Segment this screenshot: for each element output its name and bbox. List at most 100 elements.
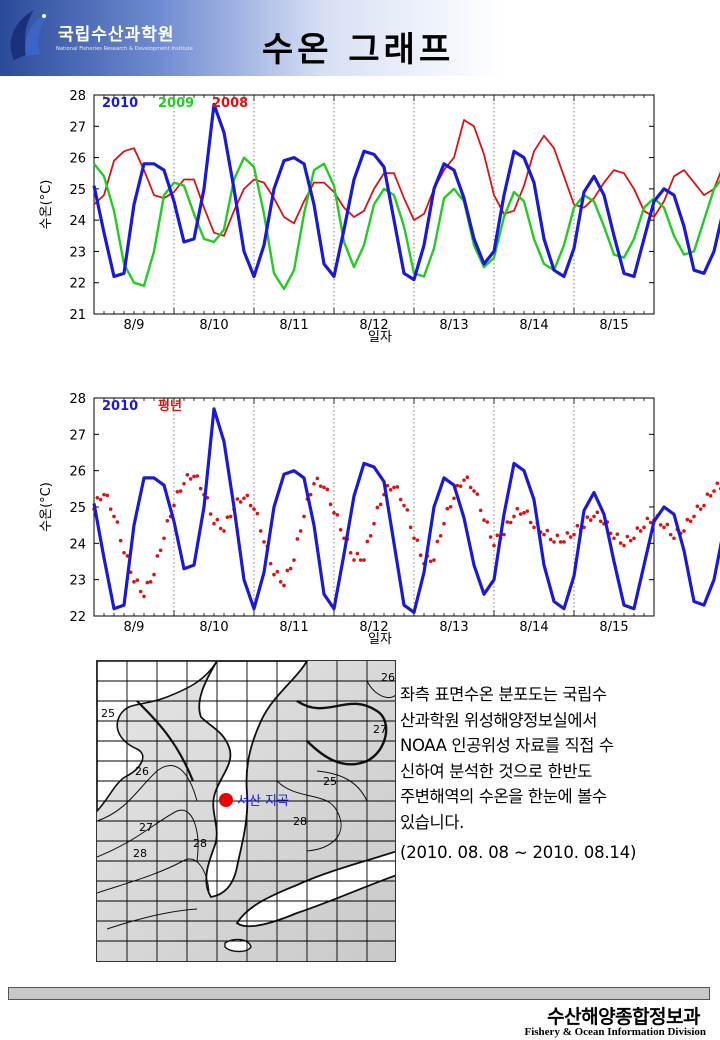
data-point bbox=[188, 477, 193, 481]
lat-lon-grid bbox=[97, 661, 395, 961]
data-point bbox=[165, 519, 170, 523]
data-point bbox=[185, 472, 190, 477]
data-point bbox=[568, 535, 573, 539]
x-tick-label: 8/12 bbox=[359, 620, 388, 635]
data-point bbox=[558, 540, 563, 544]
contour-label: 27 bbox=[139, 821, 153, 834]
location-marker-icon bbox=[219, 793, 233, 807]
data-point bbox=[352, 558, 356, 562]
data-point bbox=[258, 529, 263, 533]
y-tick-label: 25 bbox=[69, 501, 86, 516]
data-point bbox=[682, 529, 686, 533]
data-point bbox=[595, 510, 600, 515]
data-point bbox=[548, 537, 553, 542]
data-point bbox=[475, 492, 480, 496]
data-point bbox=[512, 514, 516, 519]
y-tick-label: 23 bbox=[69, 574, 86, 589]
data-point bbox=[585, 515, 590, 519]
data-point bbox=[362, 558, 366, 562]
x-tick-label: 8/15 bbox=[599, 620, 628, 635]
y-tick-label: 23 bbox=[69, 245, 86, 260]
data-point bbox=[618, 541, 623, 545]
data-point bbox=[448, 504, 453, 509]
contour-label: 27 bbox=[373, 723, 387, 736]
x-tick-label: 8/11 bbox=[279, 318, 308, 333]
data-point bbox=[312, 481, 316, 486]
data-point bbox=[108, 507, 113, 511]
data-point bbox=[442, 521, 446, 526]
series-line-2010 bbox=[92, 102, 720, 282]
logo-title: 국립수산과학원 bbox=[58, 25, 175, 45]
y-axis-label: 수온(°C) bbox=[39, 482, 54, 532]
data-point bbox=[278, 580, 283, 584]
data-point bbox=[368, 534, 373, 538]
data-point bbox=[375, 505, 380, 510]
data-point bbox=[195, 474, 200, 478]
contour-label: 28 bbox=[293, 815, 307, 828]
data-point bbox=[338, 527, 343, 532]
data-point bbox=[332, 511, 336, 515]
data-point bbox=[405, 508, 410, 512]
data-point bbox=[692, 514, 696, 519]
contour-label: 28 bbox=[133, 847, 147, 860]
legend-entry: 2008 bbox=[212, 96, 248, 111]
data-point bbox=[522, 511, 526, 515]
x-tick-label: 8/13 bbox=[439, 620, 468, 635]
data-point bbox=[95, 495, 100, 500]
data-point bbox=[428, 559, 433, 564]
data-point bbox=[575, 523, 580, 528]
data-point bbox=[598, 519, 603, 524]
data-point bbox=[702, 503, 706, 508]
data-point bbox=[292, 558, 296, 562]
data-point bbox=[192, 474, 196, 479]
japan-landmass bbox=[235, 850, 395, 928]
data-point bbox=[242, 496, 246, 501]
data-point bbox=[245, 493, 250, 498]
contour-label: 26 bbox=[381, 671, 395, 684]
data-point bbox=[335, 512, 340, 517]
data-point bbox=[152, 572, 156, 577]
water-temp-chart-normal: 22 23 24 25 26 27 28 8/9 8/10 8/11 8/12 8/13 8/14 8/1… bbox=[39, 392, 720, 647]
data-point bbox=[248, 503, 253, 508]
data-point bbox=[412, 536, 416, 541]
map-description: 좌측 표면수온 분포도는 국립수 산과학원 위성해양정보실에서 NOAA 인공위… bbox=[400, 685, 614, 832]
data-point bbox=[365, 539, 370, 544]
data-point bbox=[238, 500, 243, 504]
x-tick-label: 8/9 bbox=[124, 318, 145, 333]
data-point bbox=[105, 493, 110, 498]
y-tick-label: 26 bbox=[69, 465, 86, 480]
data-point bbox=[298, 529, 303, 533]
data-point bbox=[272, 572, 276, 577]
data-point bbox=[648, 520, 653, 525]
data-point bbox=[252, 507, 256, 511]
y-tick-label: 27 bbox=[69, 428, 86, 443]
data-point bbox=[198, 486, 203, 491]
data-point bbox=[122, 550, 126, 555]
data-point bbox=[435, 539, 440, 544]
data-point bbox=[138, 589, 143, 594]
data-point bbox=[455, 483, 460, 488]
y-tick-label: 28 bbox=[69, 89, 86, 104]
y-tick-label: 22 bbox=[69, 277, 86, 292]
data-point bbox=[695, 504, 700, 509]
x-tick-label: 8/14 bbox=[519, 318, 548, 333]
y-tick-label: 26 bbox=[69, 152, 86, 167]
data-point bbox=[275, 569, 280, 574]
data-point bbox=[148, 580, 153, 584]
data-point bbox=[642, 525, 646, 530]
data-point bbox=[342, 536, 346, 541]
data-point bbox=[255, 511, 260, 516]
data-point bbox=[708, 494, 713, 498]
y-tick-label: 21 bbox=[69, 308, 86, 323]
data-point bbox=[472, 489, 476, 493]
data-point bbox=[698, 507, 703, 511]
y-tick-label: 27 bbox=[69, 120, 86, 135]
data-point bbox=[415, 538, 420, 542]
data-point bbox=[228, 514, 233, 519]
data-point bbox=[302, 514, 306, 519]
sst-distribution-map: 25 26 27 28 25 26 27 28 28 서산 지곡 bbox=[96, 660, 396, 962]
data-point bbox=[545, 528, 550, 533]
data-point bbox=[142, 594, 146, 599]
contour-label: 26 bbox=[135, 765, 149, 778]
data-point bbox=[158, 548, 163, 553]
